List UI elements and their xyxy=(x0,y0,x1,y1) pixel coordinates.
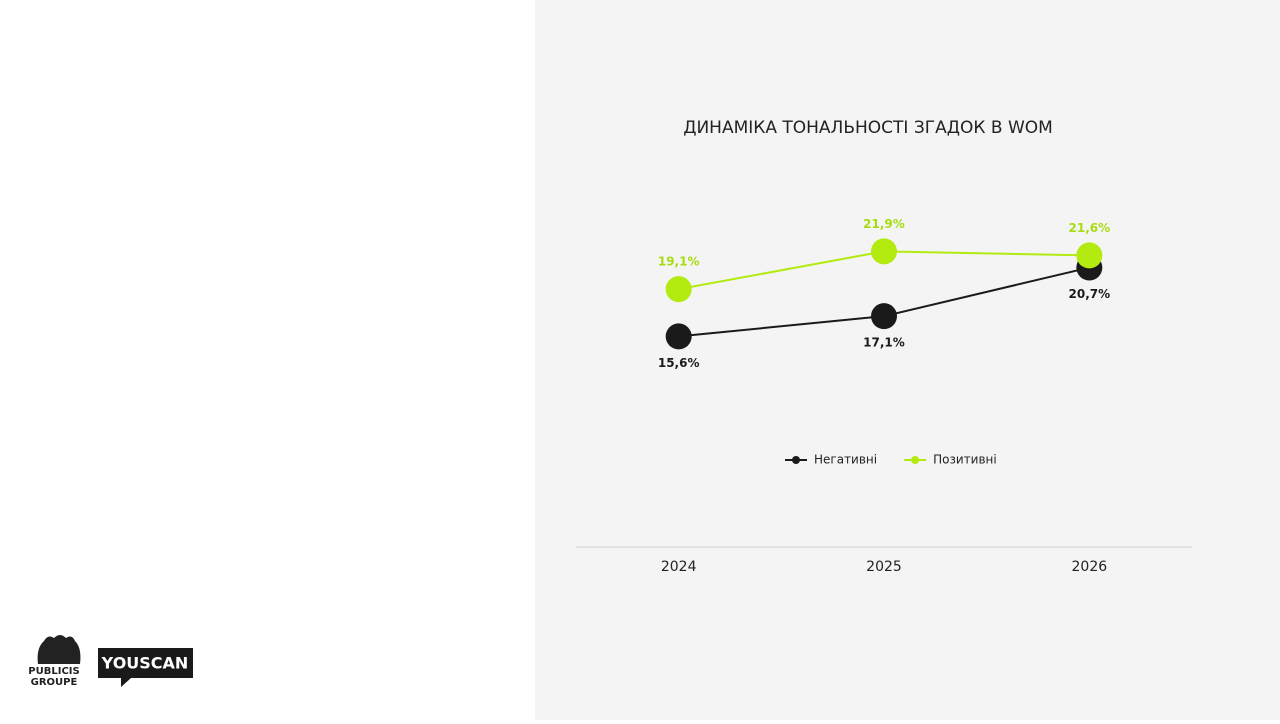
data-label: 21,6% xyxy=(1069,221,1111,235)
logo-box xyxy=(98,648,193,678)
chart-title: ДИНАМІКА ТОНАЛЬНОСТІ ЗГАДОК В WOM xyxy=(683,118,1053,138)
data-label: 15,6% xyxy=(658,356,700,370)
legend-label: Негативні xyxy=(814,453,877,467)
logo-text: YOUSCAN xyxy=(101,654,189,673)
data-point xyxy=(871,238,897,265)
logo-tail xyxy=(121,678,131,687)
left-panel xyxy=(0,0,535,720)
x-tick-label: 2025 xyxy=(866,559,902,575)
data-label: 21,9% xyxy=(863,217,905,231)
legend-label: Позитивні xyxy=(933,453,997,467)
youscan-logo: YOUSCAN xyxy=(98,648,193,687)
publicis-logo: PUBLICIS GROUPE xyxy=(28,635,81,688)
legend-swatch xyxy=(911,456,920,464)
data-label: 17,1% xyxy=(863,336,905,350)
chart-panel xyxy=(535,0,1280,720)
lion-icon xyxy=(37,635,81,664)
data-label: 20,7% xyxy=(1069,287,1111,301)
logo-text: PUBLICIS xyxy=(28,666,79,677)
data-point xyxy=(1076,242,1103,269)
x-tick-label: 2024 xyxy=(661,559,697,575)
data-label: 19,1% xyxy=(658,255,700,269)
logo-text: GROUPE xyxy=(31,677,78,688)
x-tick-label: 2026 xyxy=(1072,559,1108,575)
data-point xyxy=(665,276,692,303)
data-point xyxy=(665,323,692,350)
data-point xyxy=(871,303,897,330)
legend-swatch xyxy=(792,456,800,464)
plot-area: 2024 2025 2026 15,6% 17,1% 20,7% 19,1% 21,9% 21,… xyxy=(658,217,1110,575)
